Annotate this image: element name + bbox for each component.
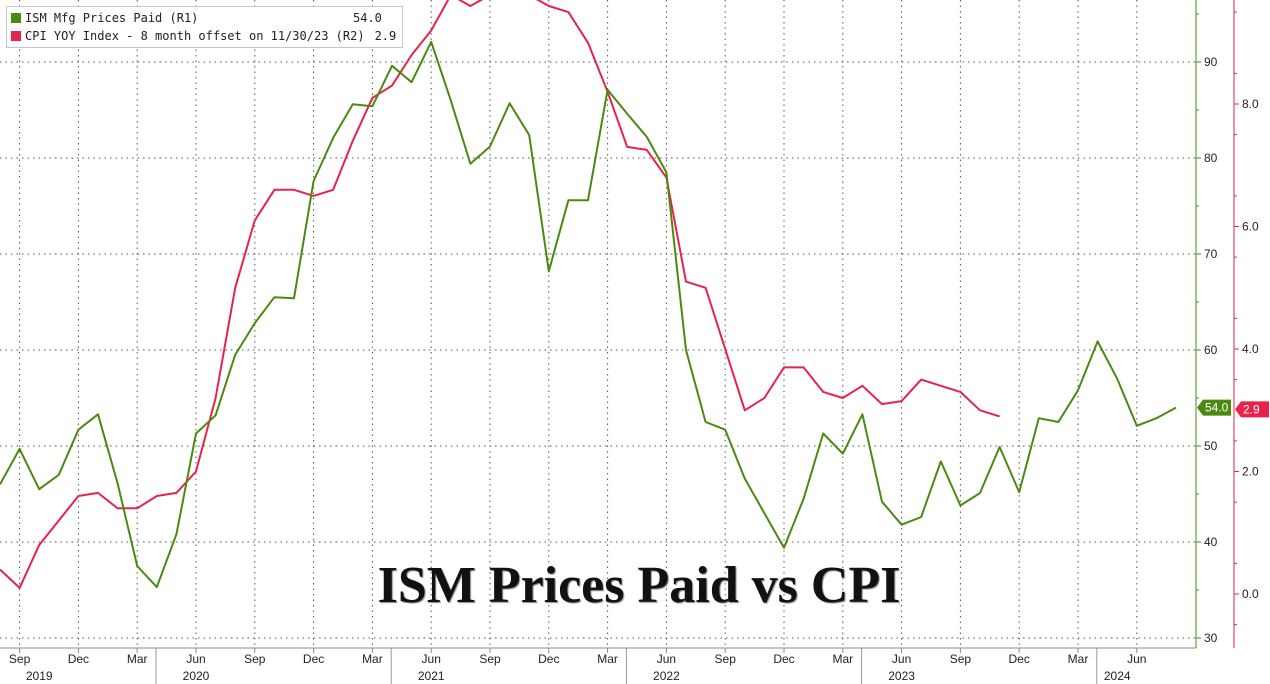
x-tick-label: Dec xyxy=(303,652,324,666)
r2-tick-label: 6.0 xyxy=(1242,220,1259,234)
r2-last-value-tag-bg xyxy=(1235,401,1269,418)
r1-tick-label: 90 xyxy=(1204,55,1218,69)
x-tick-label: Mar xyxy=(362,652,383,666)
x-year-label: 2022 xyxy=(653,669,680,683)
x-tick-label: Mar xyxy=(127,652,148,666)
x-year-label: 2019 xyxy=(26,669,53,683)
legend-item-cpi: CPI YOY Index - 8 month offset on 11/30/… xyxy=(11,27,396,45)
x-tick-label: Sep xyxy=(950,652,972,666)
r2-tick-label: 4.0 xyxy=(1242,342,1259,356)
x-tick-label: Jun xyxy=(186,652,205,666)
x-tick-label: Jun xyxy=(892,652,911,666)
x-tick-label: Sep xyxy=(715,652,737,666)
x-year-label: 2024 xyxy=(1104,669,1131,683)
x-tick-label: Dec xyxy=(68,652,89,666)
r1-tick-label: 30 xyxy=(1204,631,1218,645)
x-tick-label: Sep xyxy=(244,652,266,666)
r1-last-value-tag-bg xyxy=(1197,399,1231,416)
r2-last-value-tag-text: 2.9 xyxy=(1243,402,1260,416)
x-tick-label: Mar xyxy=(597,652,618,666)
x-year-label: 2020 xyxy=(183,669,210,683)
r2-tick-label: 8.0 xyxy=(1242,97,1259,111)
r1-last-value-tag-text: 54.0 xyxy=(1205,401,1229,415)
legend-label-ism: ISM Mfg Prices Paid (R1) xyxy=(25,11,199,25)
r2-last-value-tag: 2.9 xyxy=(1235,401,1269,418)
legend-item-ism: ISM Mfg Prices Paid (R1) 54.0 xyxy=(11,9,396,27)
x-tick-label: Mar xyxy=(832,652,853,666)
chart-grid xyxy=(0,0,1196,648)
x-tick-label: Jun xyxy=(657,652,676,666)
r1-tick-label: 50 xyxy=(1204,439,1218,453)
r1-tick-label: 80 xyxy=(1204,151,1218,165)
line-ism-prices-paid xyxy=(0,40,1177,589)
x-tick-label: Mar xyxy=(1068,652,1089,666)
legend-label-cpi: CPI YOY Index - 8 month offset on 11/30/… xyxy=(25,29,365,43)
legend-value-cpi: 2.9 xyxy=(374,29,397,43)
r2-tick-label: 2.0 xyxy=(1242,465,1259,479)
legend: ISM Mfg Prices Paid (R1) 54.0 CPI YOY In… xyxy=(6,6,404,48)
line-cpi-yoy xyxy=(0,0,1000,589)
r1-last-value-tag: 54.0 xyxy=(1197,399,1231,416)
x-tick-label: Sep xyxy=(479,652,501,666)
r1-tick-label: 40 xyxy=(1204,535,1218,549)
r1-tick-label: 70 xyxy=(1204,247,1218,261)
legend-swatch-cpi xyxy=(11,31,21,41)
x-tick-label: Dec xyxy=(773,652,794,666)
x-tick-label: Dec xyxy=(1009,652,1030,666)
chart-series xyxy=(0,0,1177,589)
x-tick-label: Jun xyxy=(422,652,441,666)
x-tick-label: Jun xyxy=(1127,652,1146,666)
x-year-label: 2021 xyxy=(418,669,445,683)
r1-tick-label: 60 xyxy=(1204,343,1218,357)
x-tick-label: Dec xyxy=(538,652,559,666)
legend-value-ism: 54.0 xyxy=(353,11,382,25)
x-year-label: 2023 xyxy=(888,669,915,683)
r2-tick-label: 0.0 xyxy=(1242,587,1259,601)
legend-swatch-ism xyxy=(11,13,21,23)
x-tick-label: Sep xyxy=(9,652,31,666)
